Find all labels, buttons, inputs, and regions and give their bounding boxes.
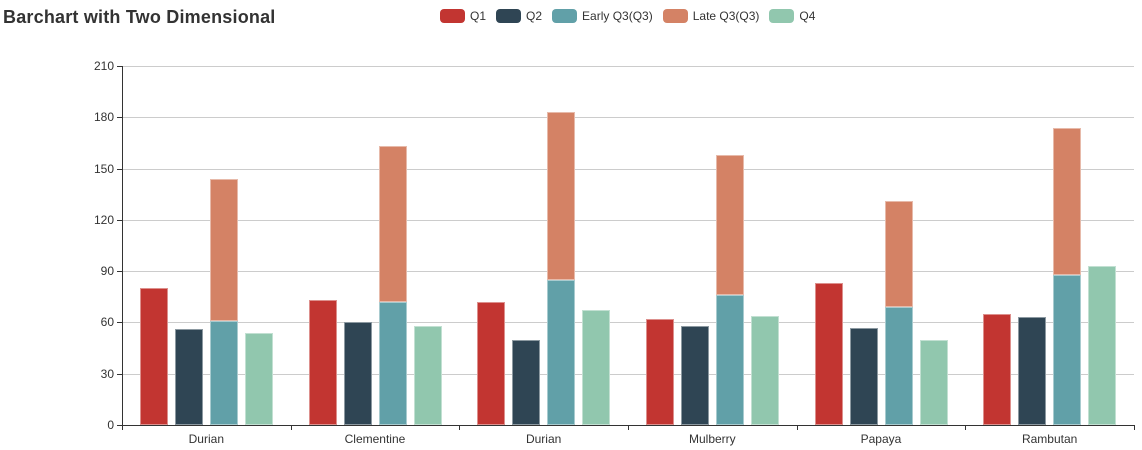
gridline-180 <box>122 117 1134 119</box>
legend-label: Q2 <box>526 9 543 23</box>
bar-q2-rambutan-5[interactable] <box>1018 317 1047 425</box>
y-axis-tick <box>117 271 122 273</box>
bar-early-q3-q3-durian-0[interactable] <box>209 320 238 425</box>
bar-early-q3-q3-clementine-1[interactable] <box>378 301 407 425</box>
bar-q2-papaya-4[interactable] <box>849 327 878 425</box>
bar-q2-mulberry-3[interactable] <box>680 325 709 425</box>
chart-title: Barchart with Two Dimensional <box>3 7 276 27</box>
legend: Q1 Q2 Early Q3(Q3) Late Q3(Q3) Q4 <box>440 9 815 23</box>
legend-item-q4[interactable]: Q4 <box>769 9 815 23</box>
legend-swatch-q1 <box>440 9 465 23</box>
bar-q1-rambutan-5[interactable] <box>983 313 1012 425</box>
legend-item-q2[interactable]: Q2 <box>496 9 542 23</box>
bar-q4-papaya-4[interactable] <box>919 339 948 425</box>
y-axis-line <box>122 66 123 425</box>
y-axis-tick <box>117 66 122 67</box>
bar-q2-durian-0[interactable] <box>174 329 203 425</box>
legend-swatch-q4 <box>769 9 795 23</box>
bar-late-q3-q3-rambutan-5[interactable] <box>1053 127 1082 275</box>
x-axis-tick <box>796 425 798 430</box>
gridline-30 <box>122 373 1134 375</box>
y-axis-tick <box>117 117 122 119</box>
bar-late-q3-q3-mulberry-3[interactable] <box>715 154 744 296</box>
bar-q4-rambutan-5[interactable] <box>1088 266 1117 425</box>
y-axis-tick <box>117 168 122 170</box>
x-axis-tick <box>1134 425 1135 430</box>
y-axis-tick <box>117 425 122 426</box>
gridline-150 <box>122 168 1134 170</box>
y-axis-tick <box>117 322 122 324</box>
y-axis-tick <box>117 219 122 221</box>
legend-item-late-q3-q3[interactable]: Late Q3(Q3) <box>662 9 760 23</box>
y-axis-label: 60 <box>100 315 114 330</box>
y-axis-tick <box>117 373 122 375</box>
bar-early-q3-q3-durian-2[interactable] <box>547 279 576 425</box>
bar-q4-durian-2[interactable] <box>582 310 611 425</box>
legend-swatch-late-q3-q3 <box>662 9 688 23</box>
x-axis-label-durian: Durian <box>188 432 224 446</box>
y-axis-label: 180 <box>93 110 114 125</box>
legend-item-q1[interactable]: Q1 <box>440 9 486 23</box>
gridline-90 <box>122 271 1134 273</box>
bar-early-q3-q3-mulberry-3[interactable] <box>715 295 744 425</box>
y-axis-label: 0 <box>107 418 114 432</box>
bar-early-q3-q3-papaya-4[interactable] <box>884 307 913 425</box>
bar-q4-mulberry-3[interactable] <box>750 315 779 425</box>
x-axis-tick <box>122 425 123 430</box>
y-axis-label: 30 <box>100 366 114 381</box>
bar-q1-durian-0[interactable] <box>139 288 168 425</box>
bar-early-q3-q3-rambutan-5[interactable] <box>1053 274 1082 425</box>
y-axis-label: 120 <box>93 212 114 227</box>
bar-q1-mulberry-3[interactable] <box>645 319 674 425</box>
bar-q1-clementine-1[interactable] <box>308 300 337 425</box>
x-axis-label-papaya: Papaya <box>860 432 902 446</box>
x-axis-label-clementine: Clementine <box>344 432 406 446</box>
y-axis-label: 210 <box>93 59 114 73</box>
bar-late-q3-q3-durian-0[interactable] <box>209 178 238 321</box>
y-axis-label: 150 <box>93 161 114 176</box>
x-axis-tick <box>965 425 967 430</box>
bar-late-q3-q3-papaya-4[interactable] <box>884 201 913 308</box>
legend-item-early-q3-q3[interactable]: Early Q3(Q3) <box>552 9 653 23</box>
x-axis-tick <box>459 425 461 430</box>
gridline-210 <box>122 66 1134 67</box>
x-axis-tick <box>290 425 292 430</box>
bar-late-q3-q3-clementine-1[interactable] <box>378 146 407 302</box>
legend-label: Late Q3(Q3) <box>692 9 760 23</box>
legend-label: Q4 <box>799 9 816 23</box>
legend-label: Q1 <box>470 9 487 23</box>
x-axis-label-mulberry: Mulberry <box>688 432 736 446</box>
bar-q4-clementine-1[interactable] <box>413 325 442 425</box>
bar-q4-durian-0[interactable] <box>244 332 273 425</box>
x-axis-label-rambutan: Rambutan <box>1021 432 1078 446</box>
legend-swatch-early-q3-q3 <box>552 9 578 23</box>
bar-q1-papaya-4[interactable] <box>814 283 843 425</box>
legend-label: Early Q3(Q3) <box>582 9 653 23</box>
y-axis-label: 90 <box>100 264 114 279</box>
bar-q2-durian-2[interactable] <box>512 339 541 425</box>
bar-q2-clementine-1[interactable] <box>343 322 372 425</box>
gridline-60 <box>122 322 1134 324</box>
legend-swatch-q2 <box>496 9 522 23</box>
bar-q1-durian-2[interactable] <box>477 301 506 425</box>
x-axis-label-durian: Durian <box>525 432 562 446</box>
x-axis-tick <box>628 425 629 430</box>
gridline-120 <box>122 219 1134 221</box>
bar-late-q3-q3-durian-2[interactable] <box>547 112 576 280</box>
